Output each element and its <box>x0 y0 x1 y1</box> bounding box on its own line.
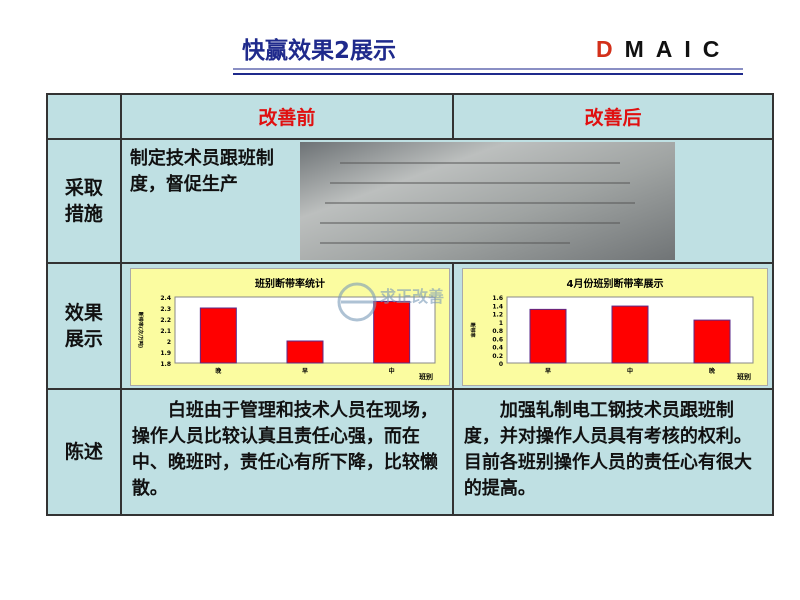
y-tick-label: 1.8 <box>160 361 171 368</box>
divider <box>233 68 743 70</box>
page-title: 快赢效果2展示 <box>242 38 397 64</box>
statement-before: 白班由于管理和技术人员在现场，操作人员比较认真且责任心强，而在中、晚班时，责任心… <box>119 388 454 516</box>
bar <box>373 300 411 364</box>
bar <box>286 340 324 364</box>
x-tick-label: 中 <box>627 367 633 375</box>
bar <box>611 305 649 364</box>
dmaic-logo: DMAIC <box>596 36 732 62</box>
chart-title: 4月份班别断带率展示 <box>566 277 663 290</box>
y-tick-label: 1.6 <box>492 295 503 302</box>
comparison-table: 改善前 改善后 采取措施 制定技术员跟班制度，督促生产 效果展示 班别断带率统计… <box>46 93 775 516</box>
y-tick-label: 2.1 <box>160 328 171 335</box>
chart-after-cell: 4月份班别断带率展示 1.6 1.4 1.2 1 0.8 0.6 0.4 0.2 0 断带率早 中 晚班… <box>451 262 775 390</box>
col-header-before: 改善前 <box>119 93 454 140</box>
y-tick-label: 2 <box>167 339 171 346</box>
x-tick-label: 晚 <box>215 367 221 375</box>
bar <box>529 308 567 364</box>
x-tick-label: 早 <box>545 367 551 375</box>
x-tick-label: 中 <box>389 367 395 375</box>
row-label-measures: 采取措施 <box>46 138 122 264</box>
row-label-statement: 陈述 <box>46 388 122 516</box>
divider <box>233 73 743 75</box>
y-tick-label: 1.4 <box>492 303 503 310</box>
x-tick-label: 早 <box>302 367 308 375</box>
y-tick-label: 1 <box>499 320 503 327</box>
measures-cell: 制定技术员跟班制度，督促生产 <box>119 138 775 264</box>
x-axis-label: 班别 <box>419 372 433 381</box>
corner-cell <box>46 93 122 140</box>
x-tick-label: 晚 <box>709 367 715 375</box>
y-tick-label: 1.9 <box>160 350 171 357</box>
y-tick-label: 0.6 <box>492 336 503 343</box>
col-header-after: 改善后 <box>451 93 775 140</box>
bar <box>693 319 731 364</box>
statement-after: 加强轧制电工钢技术员跟班制度，并对操作人员具有考核的权利。目前各班别操作人员的责… <box>451 388 775 516</box>
y-axis-label: 断带率(次/万吨) <box>137 312 144 348</box>
y-tick-label: 0.8 <box>492 328 503 335</box>
y-tick-label: 2.4 <box>160 295 171 302</box>
x-axis-label: 班别 <box>737 372 751 381</box>
chart-title: 班别断带率统计 <box>255 277 325 290</box>
row-label-effect: 效果展示 <box>46 262 122 390</box>
y-axis-label: 断带率 <box>469 322 476 337</box>
y-tick-label: 2.2 <box>160 317 171 324</box>
y-tick-label: 1.2 <box>492 312 503 319</box>
y-tick-label: 0.2 <box>492 353 503 360</box>
chart-before: 班别断带率统计 2.4 2.3 2.2 2.1 2 1.9 1.8 断带率(次/万吨) 晚 早 中班别 <box>129 268 450 386</box>
y-tick-label: 0 <box>499 361 503 368</box>
y-tick-label: 0.4 <box>492 345 503 352</box>
chart-before-cell: 班别断带率统计 2.4 2.3 2.2 2.1 2 1.9 1.8 断带率(次/万吨) 晚 早 中班别 <box>119 262 454 390</box>
measures-text: 制定技术员跟班制度，督促生产 <box>129 148 274 195</box>
document-photo <box>299 142 675 260</box>
y-tick-label: 2.3 <box>160 306 171 313</box>
bar <box>199 307 237 364</box>
